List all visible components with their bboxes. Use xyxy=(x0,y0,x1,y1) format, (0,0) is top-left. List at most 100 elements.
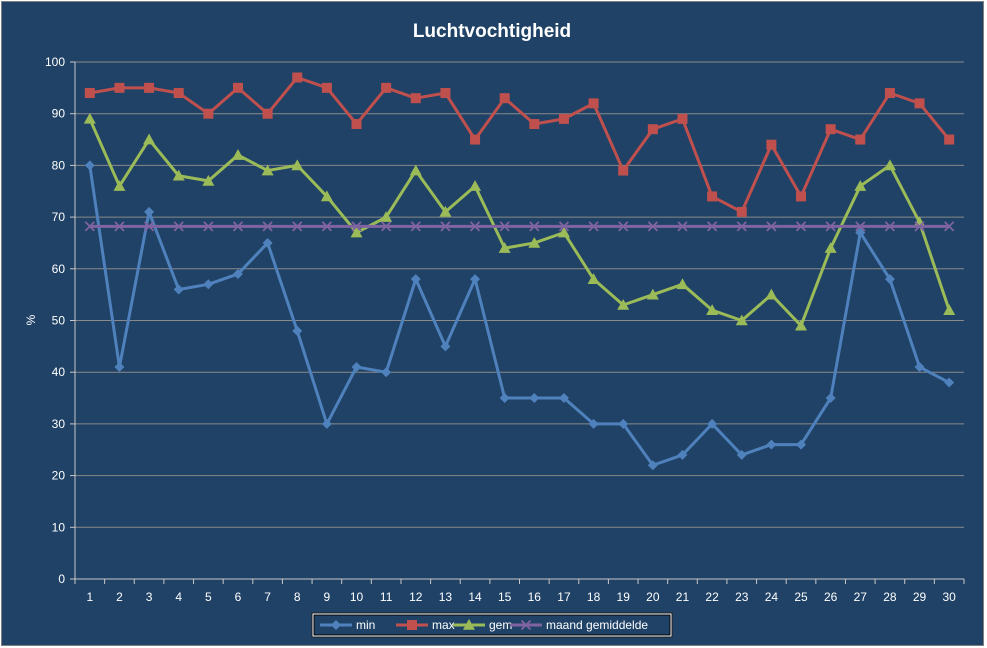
data-point-max xyxy=(677,113,688,124)
x-tick-label: 22 xyxy=(705,590,719,604)
legend-swatch-marker xyxy=(463,619,475,630)
data-point-gem xyxy=(854,180,867,191)
marker-stroke xyxy=(618,221,629,232)
marker-stroke xyxy=(825,221,836,232)
legend-label: max xyxy=(432,618,455,632)
data-point-min xyxy=(499,393,510,404)
data-point-min xyxy=(529,393,540,404)
marker-stroke xyxy=(795,221,807,232)
legend-entry-max: max xyxy=(396,618,455,632)
x-tick-label: 21 xyxy=(676,590,690,604)
marker-stroke xyxy=(114,221,125,232)
x-tick-label: 13 xyxy=(439,590,453,604)
series-lines xyxy=(83,72,956,471)
data-point-min xyxy=(944,377,955,388)
data-point-min xyxy=(825,393,836,404)
marker-stroke xyxy=(855,221,866,232)
data-point-min xyxy=(292,325,303,336)
x-tick-label: 7 xyxy=(264,590,271,604)
marker-stroke xyxy=(736,221,747,232)
x-tick-label: 25 xyxy=(794,590,808,604)
marker-stroke xyxy=(232,221,244,232)
data-point-gem xyxy=(795,319,808,331)
data-point-min xyxy=(470,274,481,285)
legend-label: maand gemiddelde xyxy=(546,618,648,632)
series-max xyxy=(84,72,955,217)
x-tick-label: 30 xyxy=(943,590,957,604)
data-point-min xyxy=(203,279,214,290)
data-point-max xyxy=(855,134,866,145)
data-point-gem xyxy=(765,288,778,300)
data-point-min xyxy=(707,418,718,429)
data-point-max xyxy=(144,82,155,93)
data-point-max xyxy=(321,82,332,93)
y-tick-label: 70 xyxy=(52,210,66,224)
data-point-gem xyxy=(439,205,452,217)
data-point-maand-gemiddelde xyxy=(677,221,688,232)
data-point-gem xyxy=(83,112,96,124)
data-point-min xyxy=(618,418,629,429)
data-point-max xyxy=(381,82,392,93)
data-point-maand-gemiddelde xyxy=(944,221,955,232)
data-point-max xyxy=(796,191,807,202)
data-point-maand-gemiddelde xyxy=(143,221,155,232)
legend-entry-min: min xyxy=(320,618,375,632)
legend-label: gem xyxy=(489,618,512,632)
data-point-max xyxy=(114,82,125,93)
data-point-max xyxy=(232,82,243,93)
data-point-gem xyxy=(172,169,185,181)
data-point-min xyxy=(144,206,155,217)
legend: min max gem maand gemiddelde xyxy=(311,612,673,638)
data-point-min xyxy=(884,274,895,285)
data-point-maand-gemiddelde xyxy=(825,221,836,232)
data-point-gem xyxy=(676,278,689,290)
data-point-gem xyxy=(824,242,837,253)
data-point-maand-gemiddelde xyxy=(203,221,214,232)
data-point-gem xyxy=(261,164,274,176)
data-point-maand-gemiddelde xyxy=(410,221,421,232)
marker-stroke xyxy=(351,221,362,232)
data-point-max xyxy=(262,108,273,119)
data-point-min xyxy=(558,393,569,404)
y-tick-label: 30 xyxy=(52,417,66,431)
marker-stroke xyxy=(647,221,658,232)
data-point-maand-gemiddelde xyxy=(440,221,451,232)
data-point-gem xyxy=(943,304,956,315)
legend-label: min xyxy=(356,618,375,632)
y-tick-label: 40 xyxy=(52,365,66,379)
x-tick-label: 2 xyxy=(116,590,123,604)
x-tick-label: 28 xyxy=(883,590,897,604)
x-tick-label: 10 xyxy=(350,590,364,604)
data-point-max xyxy=(647,124,658,135)
marker-stroke xyxy=(173,221,184,232)
legend-entry-maand-gemiddelde: maand gemiddelde xyxy=(510,618,648,632)
data-point-max xyxy=(292,72,303,83)
y-tick-label: 80 xyxy=(52,158,66,172)
marker-stroke xyxy=(558,221,570,232)
data-point-max xyxy=(351,119,362,130)
data-point-maand-gemiddelde xyxy=(173,221,184,232)
data-point-gem xyxy=(883,159,896,171)
data-point-max xyxy=(825,124,836,135)
data-point-max xyxy=(529,119,540,130)
series-maand-gemiddelde xyxy=(84,221,955,232)
data-point-maand-gemiddelde xyxy=(499,221,510,232)
data-point-maand-gemiddelde xyxy=(558,221,570,232)
data-point-maand-gemiddelde xyxy=(321,221,333,232)
data-point-maand-gemiddelde xyxy=(706,221,718,232)
x-tick-label: 26 xyxy=(824,590,838,604)
x-tick-label: 16 xyxy=(528,590,542,604)
marker-stroke xyxy=(588,221,599,232)
x-tick-label: 12 xyxy=(409,590,423,604)
data-point-max xyxy=(558,113,569,124)
data-point-max xyxy=(766,139,777,150)
data-point-max xyxy=(736,206,747,217)
data-point-max xyxy=(884,88,895,99)
marker-stroke xyxy=(321,221,333,232)
x-tick-label: 17 xyxy=(557,590,571,604)
data-point-gem xyxy=(320,190,333,202)
data-point-min xyxy=(410,274,421,285)
data-point-max xyxy=(410,93,421,104)
